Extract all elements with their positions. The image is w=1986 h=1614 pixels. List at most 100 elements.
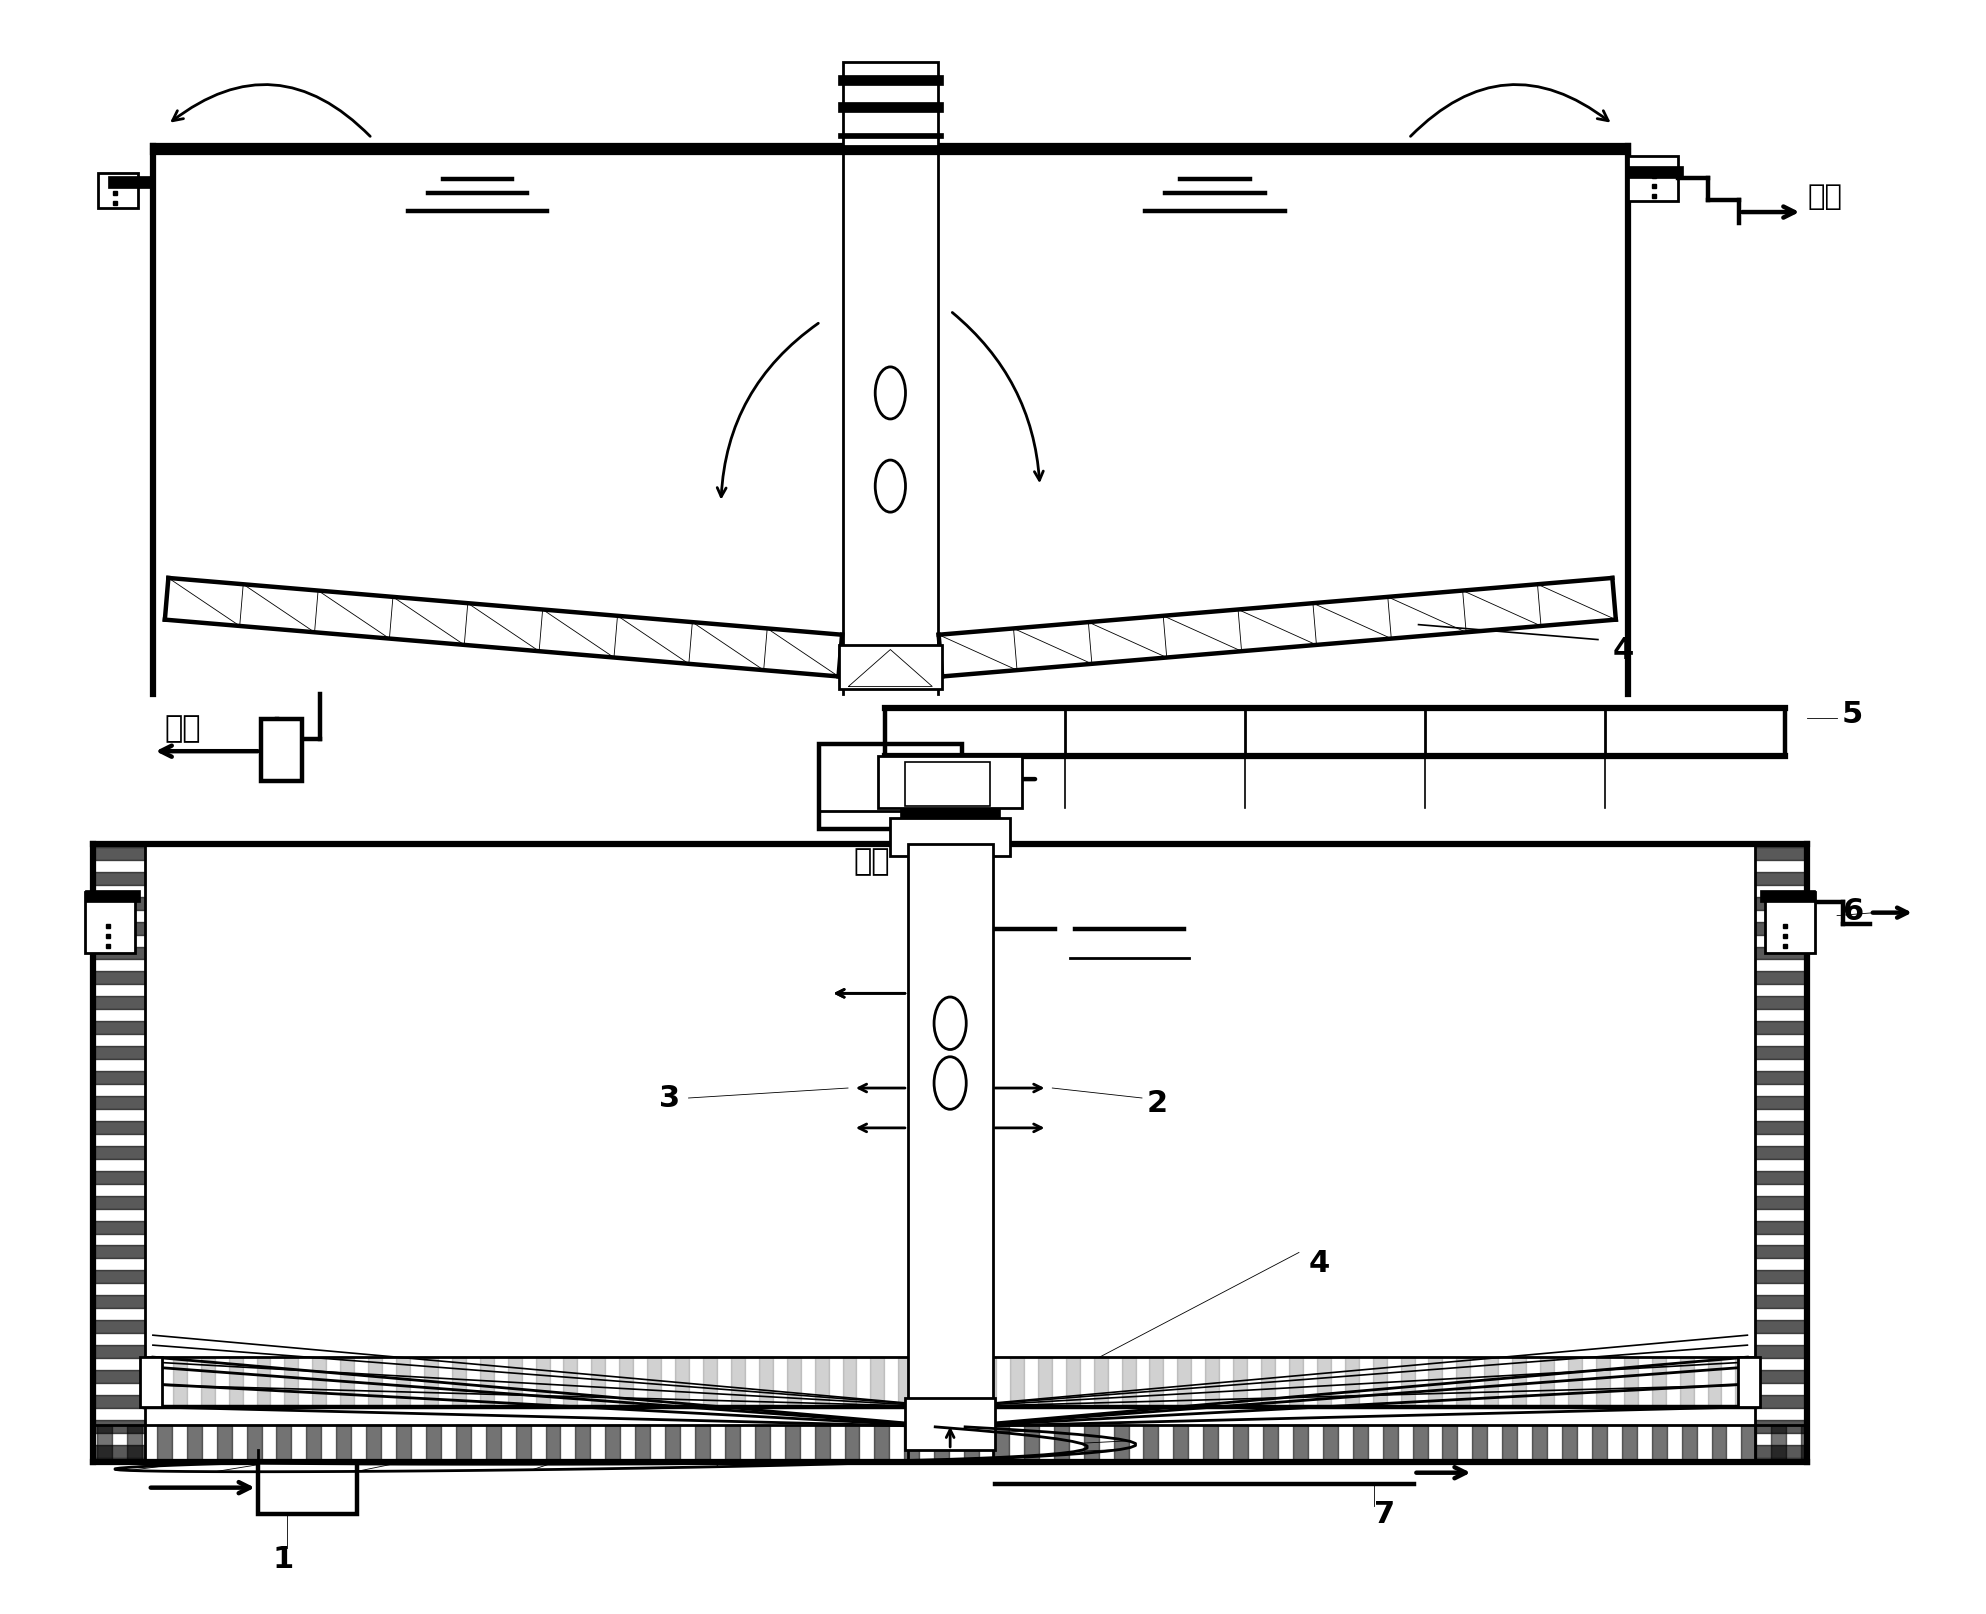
Polygon shape xyxy=(546,1425,560,1462)
Polygon shape xyxy=(127,1425,141,1462)
Polygon shape xyxy=(93,872,145,884)
Polygon shape xyxy=(93,1122,145,1135)
Polygon shape xyxy=(814,1425,830,1462)
Polygon shape xyxy=(340,1357,354,1407)
Polygon shape xyxy=(93,997,145,1010)
Bar xyxy=(260,720,302,781)
Polygon shape xyxy=(606,1425,620,1462)
Polygon shape xyxy=(564,1357,578,1407)
Polygon shape xyxy=(1261,1357,1275,1407)
Polygon shape xyxy=(842,1357,856,1407)
Polygon shape xyxy=(256,1357,270,1407)
Polygon shape xyxy=(874,1425,890,1462)
Polygon shape xyxy=(1801,1425,1807,1462)
Polygon shape xyxy=(457,1425,471,1462)
Polygon shape xyxy=(576,1425,590,1462)
Polygon shape xyxy=(1712,1425,1726,1462)
Bar xyxy=(1760,891,1815,902)
Polygon shape xyxy=(1412,1425,1428,1462)
Bar xyxy=(838,134,943,139)
Text: 3: 3 xyxy=(659,1085,679,1112)
Polygon shape xyxy=(1094,1357,1108,1407)
Polygon shape xyxy=(1756,1370,1807,1383)
Polygon shape xyxy=(93,1172,145,1185)
Bar xyxy=(838,76,943,86)
Polygon shape xyxy=(93,1370,145,1383)
Polygon shape xyxy=(695,1425,709,1462)
Polygon shape xyxy=(1501,1425,1517,1462)
Polygon shape xyxy=(1289,1357,1303,1407)
Bar xyxy=(139,1357,163,1407)
Polygon shape xyxy=(1039,1357,1053,1407)
Polygon shape xyxy=(1742,1425,1756,1462)
Polygon shape xyxy=(1233,1425,1247,1462)
Polygon shape xyxy=(731,1357,745,1407)
Polygon shape xyxy=(1756,847,1807,860)
Polygon shape xyxy=(1511,1357,1525,1407)
Polygon shape xyxy=(1593,1425,1607,1462)
Bar xyxy=(1629,168,1682,179)
Polygon shape xyxy=(844,1425,860,1462)
Polygon shape xyxy=(93,947,145,960)
Polygon shape xyxy=(933,1425,949,1462)
Polygon shape xyxy=(784,1425,800,1462)
Polygon shape xyxy=(1756,872,1807,884)
Bar xyxy=(1738,1357,1760,1407)
Text: 7: 7 xyxy=(1374,1499,1394,1528)
Polygon shape xyxy=(1055,1425,1068,1462)
Polygon shape xyxy=(93,1394,145,1407)
Polygon shape xyxy=(1293,1425,1309,1462)
Text: 4: 4 xyxy=(1613,636,1634,665)
Bar xyxy=(900,809,1001,818)
Polygon shape xyxy=(312,1357,326,1407)
Polygon shape xyxy=(246,1425,262,1462)
Polygon shape xyxy=(1756,1346,1807,1359)
Polygon shape xyxy=(1756,922,1807,935)
Polygon shape xyxy=(93,1346,145,1359)
Polygon shape xyxy=(1708,1357,1722,1407)
Polygon shape xyxy=(1263,1425,1279,1462)
Bar xyxy=(85,893,135,954)
Polygon shape xyxy=(1317,1357,1331,1407)
Polygon shape xyxy=(1756,1296,1807,1309)
Polygon shape xyxy=(703,1357,717,1407)
Polygon shape xyxy=(93,1196,145,1209)
Polygon shape xyxy=(187,1425,203,1462)
Polygon shape xyxy=(157,1425,173,1462)
Polygon shape xyxy=(665,1425,679,1462)
Bar xyxy=(1766,893,1815,954)
Polygon shape xyxy=(1756,1220,1807,1233)
Polygon shape xyxy=(725,1425,741,1462)
Polygon shape xyxy=(93,1296,145,1309)
Bar xyxy=(818,744,961,830)
Polygon shape xyxy=(93,1046,145,1059)
Polygon shape xyxy=(995,1425,1009,1462)
Polygon shape xyxy=(1756,1046,1807,1059)
Bar xyxy=(97,174,137,208)
Bar xyxy=(878,757,1023,809)
Polygon shape xyxy=(1772,1425,1785,1462)
Polygon shape xyxy=(481,1357,495,1407)
Polygon shape xyxy=(453,1357,467,1407)
Text: 2: 2 xyxy=(1148,1089,1168,1119)
Polygon shape xyxy=(1084,1425,1098,1462)
Polygon shape xyxy=(1206,1357,1219,1407)
Polygon shape xyxy=(1682,1425,1696,1462)
Polygon shape xyxy=(1428,1357,1442,1407)
Polygon shape xyxy=(870,1357,884,1407)
Polygon shape xyxy=(93,1420,145,1433)
Polygon shape xyxy=(395,1357,409,1407)
Polygon shape xyxy=(898,1357,912,1407)
Polygon shape xyxy=(1323,1425,1339,1462)
Polygon shape xyxy=(1623,1425,1636,1462)
Text: 4: 4 xyxy=(1309,1248,1331,1277)
Polygon shape xyxy=(1756,1196,1807,1209)
Bar xyxy=(908,844,993,1412)
Polygon shape xyxy=(1484,1357,1497,1407)
Polygon shape xyxy=(93,1445,145,1457)
Polygon shape xyxy=(367,1357,381,1407)
Polygon shape xyxy=(1066,1357,1080,1407)
Polygon shape xyxy=(759,1357,773,1407)
Polygon shape xyxy=(592,1357,606,1407)
Polygon shape xyxy=(1756,1122,1807,1135)
